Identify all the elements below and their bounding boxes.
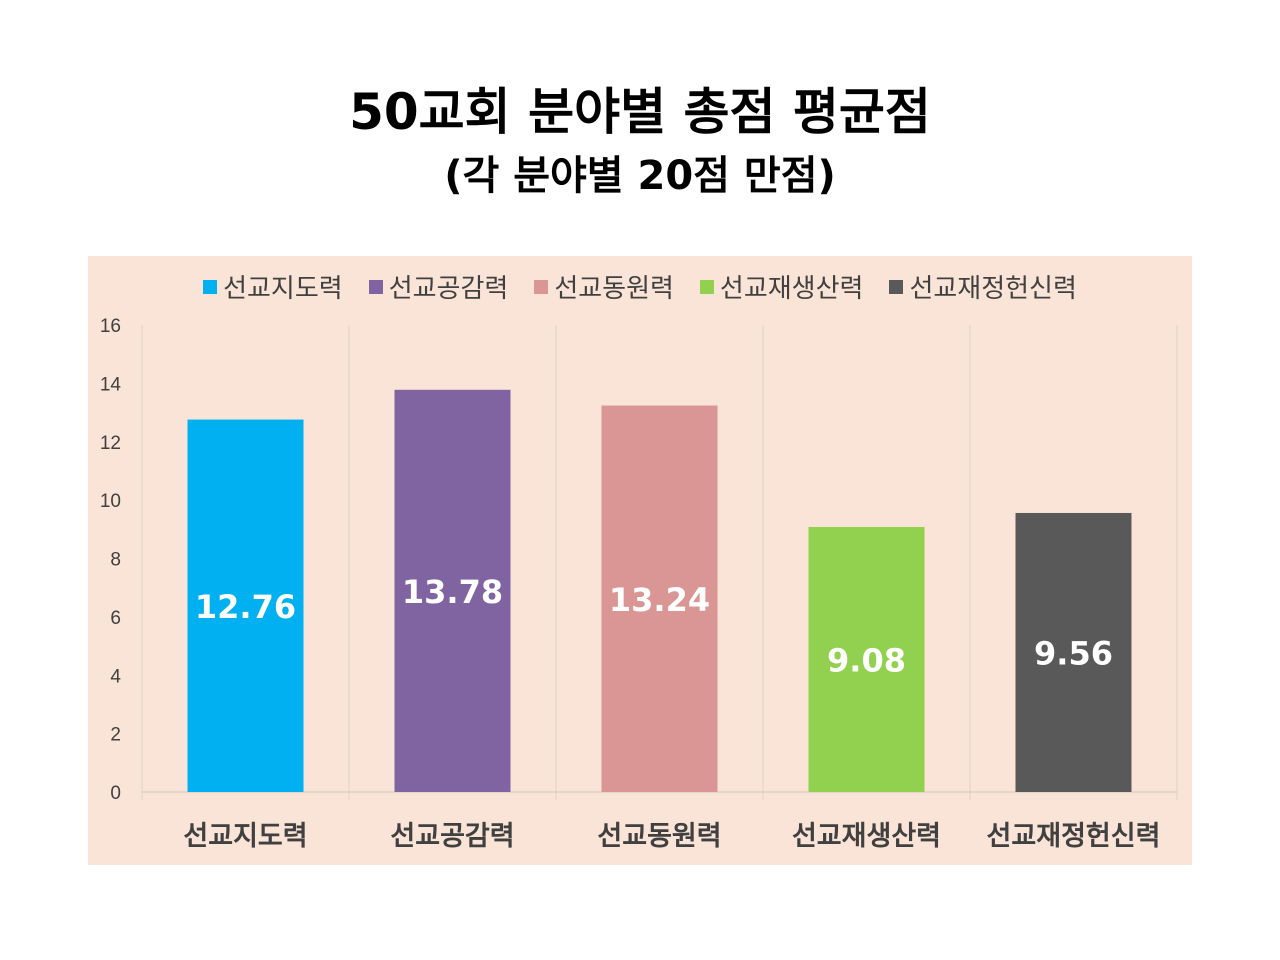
legend-swatch <box>203 279 218 294</box>
bar <box>1015 512 1132 792</box>
y-tick-label: 8 <box>110 550 121 571</box>
data-label: 13.78 <box>402 573 503 611</box>
x-tick-label: 선교지도력 <box>183 821 307 852</box>
y-tick-label: 14 <box>100 374 122 395</box>
legend-item: 선교재정헌신력 <box>889 268 1077 305</box>
x-tick-label: 선교재정헌신력 <box>987 821 1161 852</box>
x-tick-label: 선교공감력 <box>390 821 514 852</box>
chart-subtitle: (각 분야별 20점 만점) <box>444 153 836 199</box>
data-label: 9.56 <box>1034 634 1113 672</box>
legend-label: 선교지도력 <box>223 274 343 304</box>
data-label: 9.08 <box>827 641 906 679</box>
data-label: 13.24 <box>609 581 710 619</box>
bar <box>808 526 925 792</box>
y-tick-label: 10 <box>100 491 121 512</box>
y-tick-label: 4 <box>110 666 121 687</box>
bar <box>394 389 511 792</box>
y-tick-label: 6 <box>110 608 121 629</box>
x-tick-label: 선교동원력 <box>597 821 721 852</box>
x-tick-label: 선교재생산력 <box>792 821 941 852</box>
legend-swatch <box>699 279 714 294</box>
y-tick-label: 0 <box>110 783 121 804</box>
legend-swatch <box>889 279 904 294</box>
y-tick-label: 12 <box>100 433 121 454</box>
legend-item: 선교공감력 <box>368 268 509 305</box>
data-label: 12.76 <box>195 588 296 626</box>
legend-swatch <box>534 279 549 294</box>
legend-swatch <box>368 279 383 294</box>
legend-label: 선교동원력 <box>554 274 674 304</box>
y-tick-label: 2 <box>110 725 121 746</box>
legend-label: 선교공감력 <box>388 274 509 304</box>
legend-label: 선교재정헌신력 <box>909 274 1077 304</box>
legend-item: 선교동원력 <box>534 268 674 305</box>
bar <box>187 419 304 792</box>
legend-item: 선교지도력 <box>203 268 343 305</box>
y-tick-label: 16 <box>100 316 121 337</box>
bar <box>601 405 718 792</box>
legend-label: 선교재생산력 <box>719 274 864 304</box>
chart-title: 50교회 분야별 총점 평균점 <box>349 83 931 141</box>
legend: 선교지도력 선교공감력 선교동원력 선교재생산력 선교재정헌신력 <box>0 268 1280 305</box>
legend-item: 선교재생산력 <box>699 268 864 305</box>
